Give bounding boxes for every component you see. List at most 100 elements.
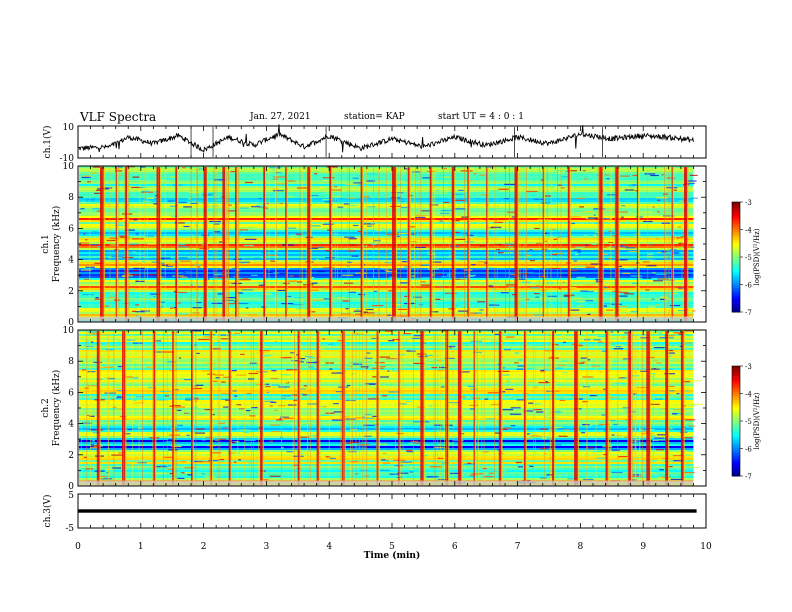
spectrogram-speckle	[649, 227, 659, 229]
spectrogram-speckle	[523, 438, 533, 440]
spectrogram-speckle	[569, 216, 581, 218]
spectrogram-speckle	[654, 437, 665, 439]
spectrogram-speckle	[364, 414, 372, 416]
spectrogram-speckle	[459, 371, 470, 373]
spectrogram-speckle	[227, 210, 236, 212]
spectrogram-speckle	[115, 424, 118, 426]
spectrogram-speckle	[480, 208, 490, 210]
spectrogram-speckle	[225, 399, 230, 401]
spectrogram-speckle	[678, 333, 684, 335]
spectrogram-speckle	[313, 464, 317, 466]
faint-burst	[210, 331, 211, 485]
spectrogram-speckle	[190, 202, 198, 204]
spectrogram-speckle	[81, 201, 86, 203]
spectrogram-speckle	[663, 193, 668, 195]
spectrogram-speckle	[622, 407, 631, 409]
sferic-burst-edge	[461, 331, 463, 485]
spectrogram-speckle	[299, 286, 302, 288]
faint-burst	[402, 331, 404, 485]
colorbar-step	[732, 374, 740, 377]
sferic-burst	[407, 167, 410, 321]
spectrogram-speckle	[526, 254, 531, 256]
spectrogram-speckle	[619, 245, 623, 247]
spectrogram-speckle	[327, 200, 339, 202]
spectrogram-speckle	[575, 246, 585, 248]
spectrogram-speckle	[657, 434, 665, 436]
spectrogram-speckle	[562, 282, 565, 284]
spectrogram-speckle	[518, 359, 523, 361]
spectrogram-speckle	[282, 244, 295, 246]
spectrogram-speckle	[483, 451, 489, 453]
spectrogram-speckle	[401, 201, 405, 203]
spectrogram-speckle	[467, 462, 472, 464]
spectrogram-speckle	[497, 370, 510, 372]
spectrogram-speckle	[350, 429, 358, 431]
colorbar-step	[732, 416, 740, 419]
spectrogram-speckle	[117, 396, 122, 398]
spectrogram-speckle	[399, 173, 406, 175]
spectrogram-speckle	[271, 430, 281, 433]
spectrogram-speckle	[412, 421, 425, 423]
spectrogram-speckle	[551, 411, 560, 413]
spectrogram-speckle	[297, 281, 302, 283]
spectrogram-speckle	[201, 473, 205, 475]
spectrogram-speckle	[402, 261, 408, 263]
colorbar-step	[732, 232, 740, 235]
spectrogram-speckle	[342, 300, 350, 302]
spectrogram-speckle	[420, 281, 426, 283]
spectrogram-speckle	[502, 428, 508, 430]
spectrogram-speckle	[184, 219, 195, 221]
spectrogram-speckle	[678, 310, 688, 312]
spectrogram-speckle	[319, 414, 331, 416]
spectrogram-speckle	[459, 196, 464, 198]
spectrogram-speckle	[246, 288, 258, 290]
spectrogram-speckle	[580, 357, 588, 359]
spectrogram-speckle	[414, 246, 426, 248]
colorbar-step	[732, 378, 740, 381]
spectrogram-speckle	[672, 413, 678, 415]
faint-burst	[560, 167, 562, 321]
spectrogram-speckle	[177, 477, 185, 479]
spectrogram-speckle	[616, 434, 622, 436]
spectrogram-speckle	[574, 362, 585, 364]
spectrogram-speckle	[214, 274, 226, 276]
spectrogram-speckle	[353, 357, 363, 359]
spectrogram-speckle	[603, 388, 606, 390]
sferic-burst	[605, 331, 608, 485]
faint-burst	[342, 331, 344, 485]
spectrogram-speckle	[180, 276, 188, 278]
spectrogram-speckle	[490, 340, 498, 342]
spectrogram-speckle	[348, 451, 358, 453]
spectrogram-speckle	[85, 468, 94, 470]
spectrogram-speckle	[153, 311, 159, 313]
spectrogram-speckle	[188, 191, 201, 194]
spectrogram-speckle	[617, 256, 627, 258]
spectrogram-row	[79, 380, 694, 382]
spectrogram-speckle	[557, 237, 560, 239]
spectrogram-speckle	[204, 334, 216, 336]
faint-burst	[297, 331, 298, 485]
spectrogram-speckle	[518, 278, 526, 280]
spectrogram-speckle	[359, 392, 370, 394]
spectrogram-speckle	[593, 339, 601, 341]
spectrogram-speckle	[639, 428, 643, 430]
spectrogram-speckle	[196, 301, 202, 304]
spectrogram-speckle	[544, 416, 548, 418]
spectrogram-speckle	[629, 375, 640, 377]
sferic-burst-edge	[454, 167, 456, 321]
sferic-burst-edge	[173, 331, 175, 485]
faint-burst	[420, 167, 422, 321]
sferic-burst-edge	[517, 167, 519, 321]
spectrogram-speckle	[665, 312, 674, 314]
spectrogram-speckle	[533, 409, 542, 411]
spectrogram-speckle	[655, 238, 659, 240]
spectrogram-speckle	[540, 179, 544, 181]
spectrogram-speckle	[643, 431, 649, 433]
spectrogram-row	[79, 434, 694, 436]
spectrogram-speckle	[577, 305, 584, 307]
colorbar-step	[732, 256, 740, 259]
spectrogram-speckle	[642, 277, 652, 279]
sferic-burst	[684, 167, 688, 321]
spectrogram-speckle	[91, 219, 103, 221]
spectrogram-speckle	[450, 472, 461, 474]
